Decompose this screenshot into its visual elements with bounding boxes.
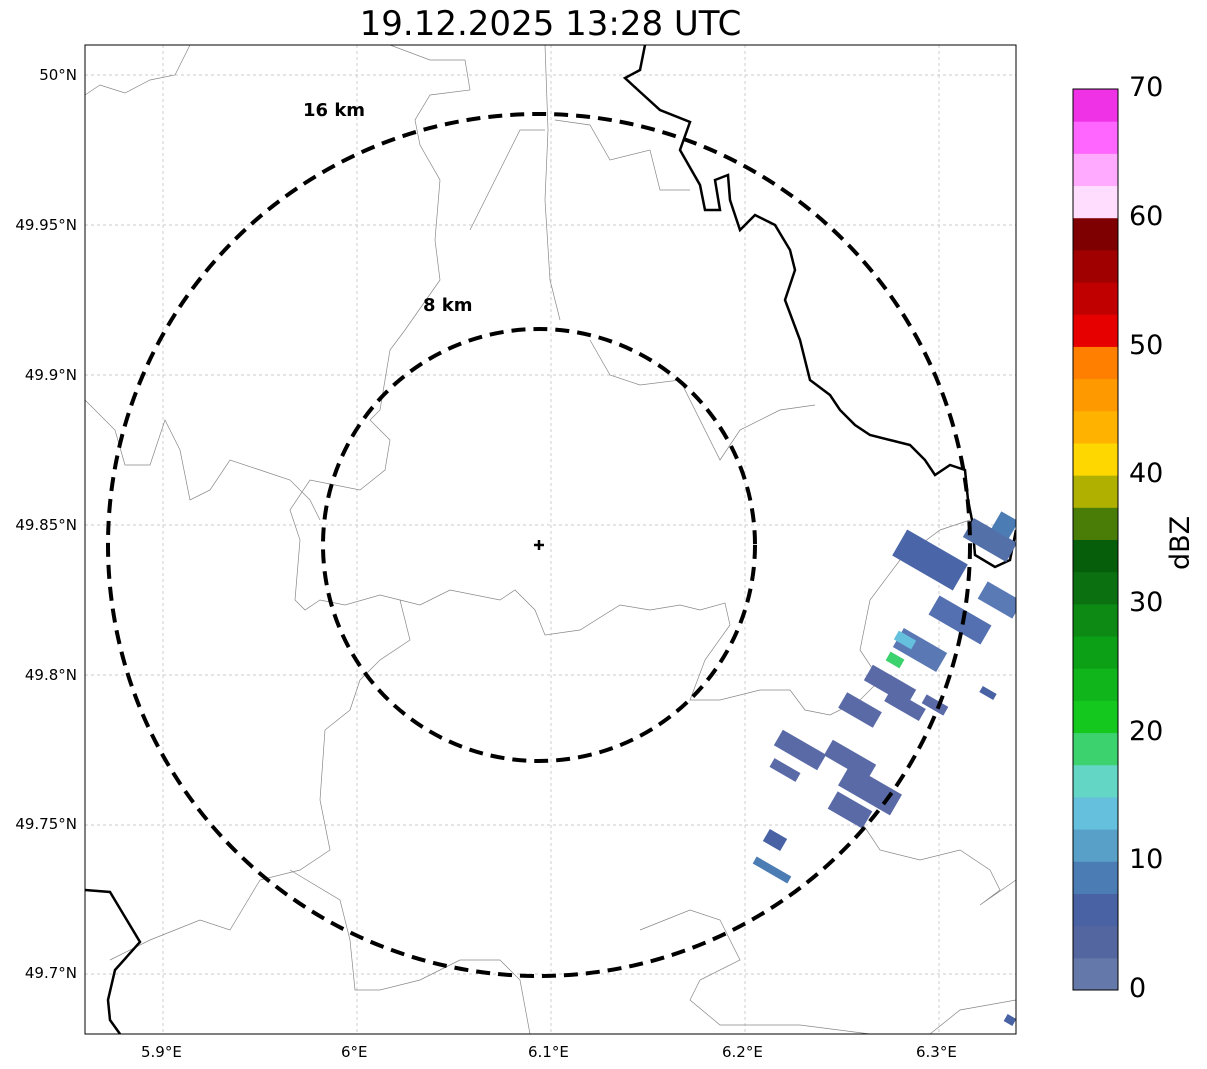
- echo-cell: [752, 856, 792, 884]
- lon-tick: 6.2°E: [722, 1043, 763, 1061]
- colorbar-tick: 70: [1129, 72, 1164, 103]
- radar-site-icon: [534, 540, 544, 550]
- colorbar-tick: 0: [1129, 973, 1147, 1004]
- lat-tick: 49.85°N: [15, 516, 77, 534]
- colorbar-bin: [1073, 539, 1118, 573]
- echo-cell: [769, 758, 801, 782]
- colorbar-tick: 40: [1129, 458, 1164, 489]
- colorbar-bin: [1073, 282, 1118, 315]
- colorbar-bin: [1073, 796, 1118, 830]
- colorbar-bin: [1073, 314, 1118, 347]
- colorbar-bin: [1073, 603, 1118, 637]
- lon-tick: 6.3°E: [916, 1043, 957, 1061]
- country-border: [85, 45, 1016, 1034]
- echo-cell: [991, 511, 1016, 539]
- colorbar: [1073, 89, 1118, 991]
- colorbar-bin: [1073, 861, 1118, 894]
- colorbar-tick: 10: [1129, 844, 1164, 875]
- colorbar-bin: [1073, 925, 1118, 959]
- echo-cell: [1003, 1014, 1016, 1026]
- colorbar-bin: [1073, 571, 1118, 605]
- echo-cell: [977, 581, 1016, 619]
- echo-cell: [773, 729, 827, 771]
- lon-tick: 6°E: [341, 1043, 368, 1061]
- echo-cell: [892, 529, 968, 591]
- colorbar-tick: 20: [1129, 716, 1164, 747]
- colorbar-bin: [1073, 893, 1118, 927]
- colorbar-bin: [1073, 346, 1118, 380]
- figure-title: 19.12.2025 13:28 UTC: [359, 4, 742, 44]
- colorbar-bin: [1073, 153, 1118, 187]
- echo-cell: [823, 739, 877, 781]
- municipal-boundaries: [85, 45, 1016, 1034]
- colorbar-tick: 30: [1129, 587, 1164, 618]
- colorbar-bin: [1073, 89, 1118, 122]
- colorbar-bin: [1073, 410, 1118, 444]
- lat-tick: 49.75°N: [15, 815, 77, 833]
- colorbar-bin: [1073, 829, 1118, 862]
- colorbar-bin: [1073, 378, 1118, 412]
- lat-tick: 49.9°N: [24, 366, 77, 384]
- echo-cell: [979, 685, 997, 701]
- lon-tick: 6.1°E: [528, 1043, 569, 1061]
- lon-tick: 5.9°E: [141, 1043, 182, 1061]
- lat-tick: 49.8°N: [24, 666, 77, 684]
- range-label-8km: 8 km: [423, 295, 473, 316]
- colorbar-label: dBZ: [1165, 515, 1196, 570]
- range-label-16km: 16 km: [303, 100, 366, 121]
- map-frame: [84, 44, 1017, 1035]
- colorbar-bin: [1073, 764, 1118, 798]
- colorbar-bin: [1073, 636, 1118, 669]
- colorbar-bin: [1073, 668, 1118, 701]
- colorbar-bin: [1073, 442, 1118, 476]
- colorbar-bin: [1073, 957, 1118, 991]
- echo-cell: [762, 828, 788, 852]
- colorbar-bin: [1073, 700, 1118, 734]
- colorbar-bin: [1073, 507, 1118, 540]
- colorbar-tick: 50: [1129, 330, 1164, 361]
- echo-cell: [928, 595, 992, 645]
- echo-cell: [838, 692, 882, 728]
- colorbar-bin: [1073, 185, 1118, 219]
- range-ring-8km: [321, 327, 757, 763]
- range-ring-16km: [106, 112, 972, 978]
- lat-tick: 49.95°N: [15, 216, 77, 234]
- colorbar-bin: [1073, 475, 1118, 508]
- colorbar-tick: 60: [1129, 201, 1164, 232]
- echo-cell: [884, 688, 926, 722]
- echo-cell: [863, 664, 917, 706]
- echo-cell: [885, 651, 905, 669]
- echo-cell: [893, 630, 917, 650]
- radar-echoes: [752, 511, 1016, 1026]
- colorbar-bin: [1073, 249, 1118, 283]
- lat-tick: 49.7°N: [24, 964, 77, 982]
- echo-cell: [827, 791, 873, 829]
- colorbar-bin: [1073, 217, 1118, 251]
- echo-cell: [962, 517, 1016, 563]
- lat-tick: 50°N: [39, 66, 77, 84]
- colorbar-bin: [1073, 732, 1118, 766]
- map-background: [85, 45, 1016, 1034]
- colorbar-bin: [1073, 121, 1118, 154]
- echo-cell: [921, 694, 949, 716]
